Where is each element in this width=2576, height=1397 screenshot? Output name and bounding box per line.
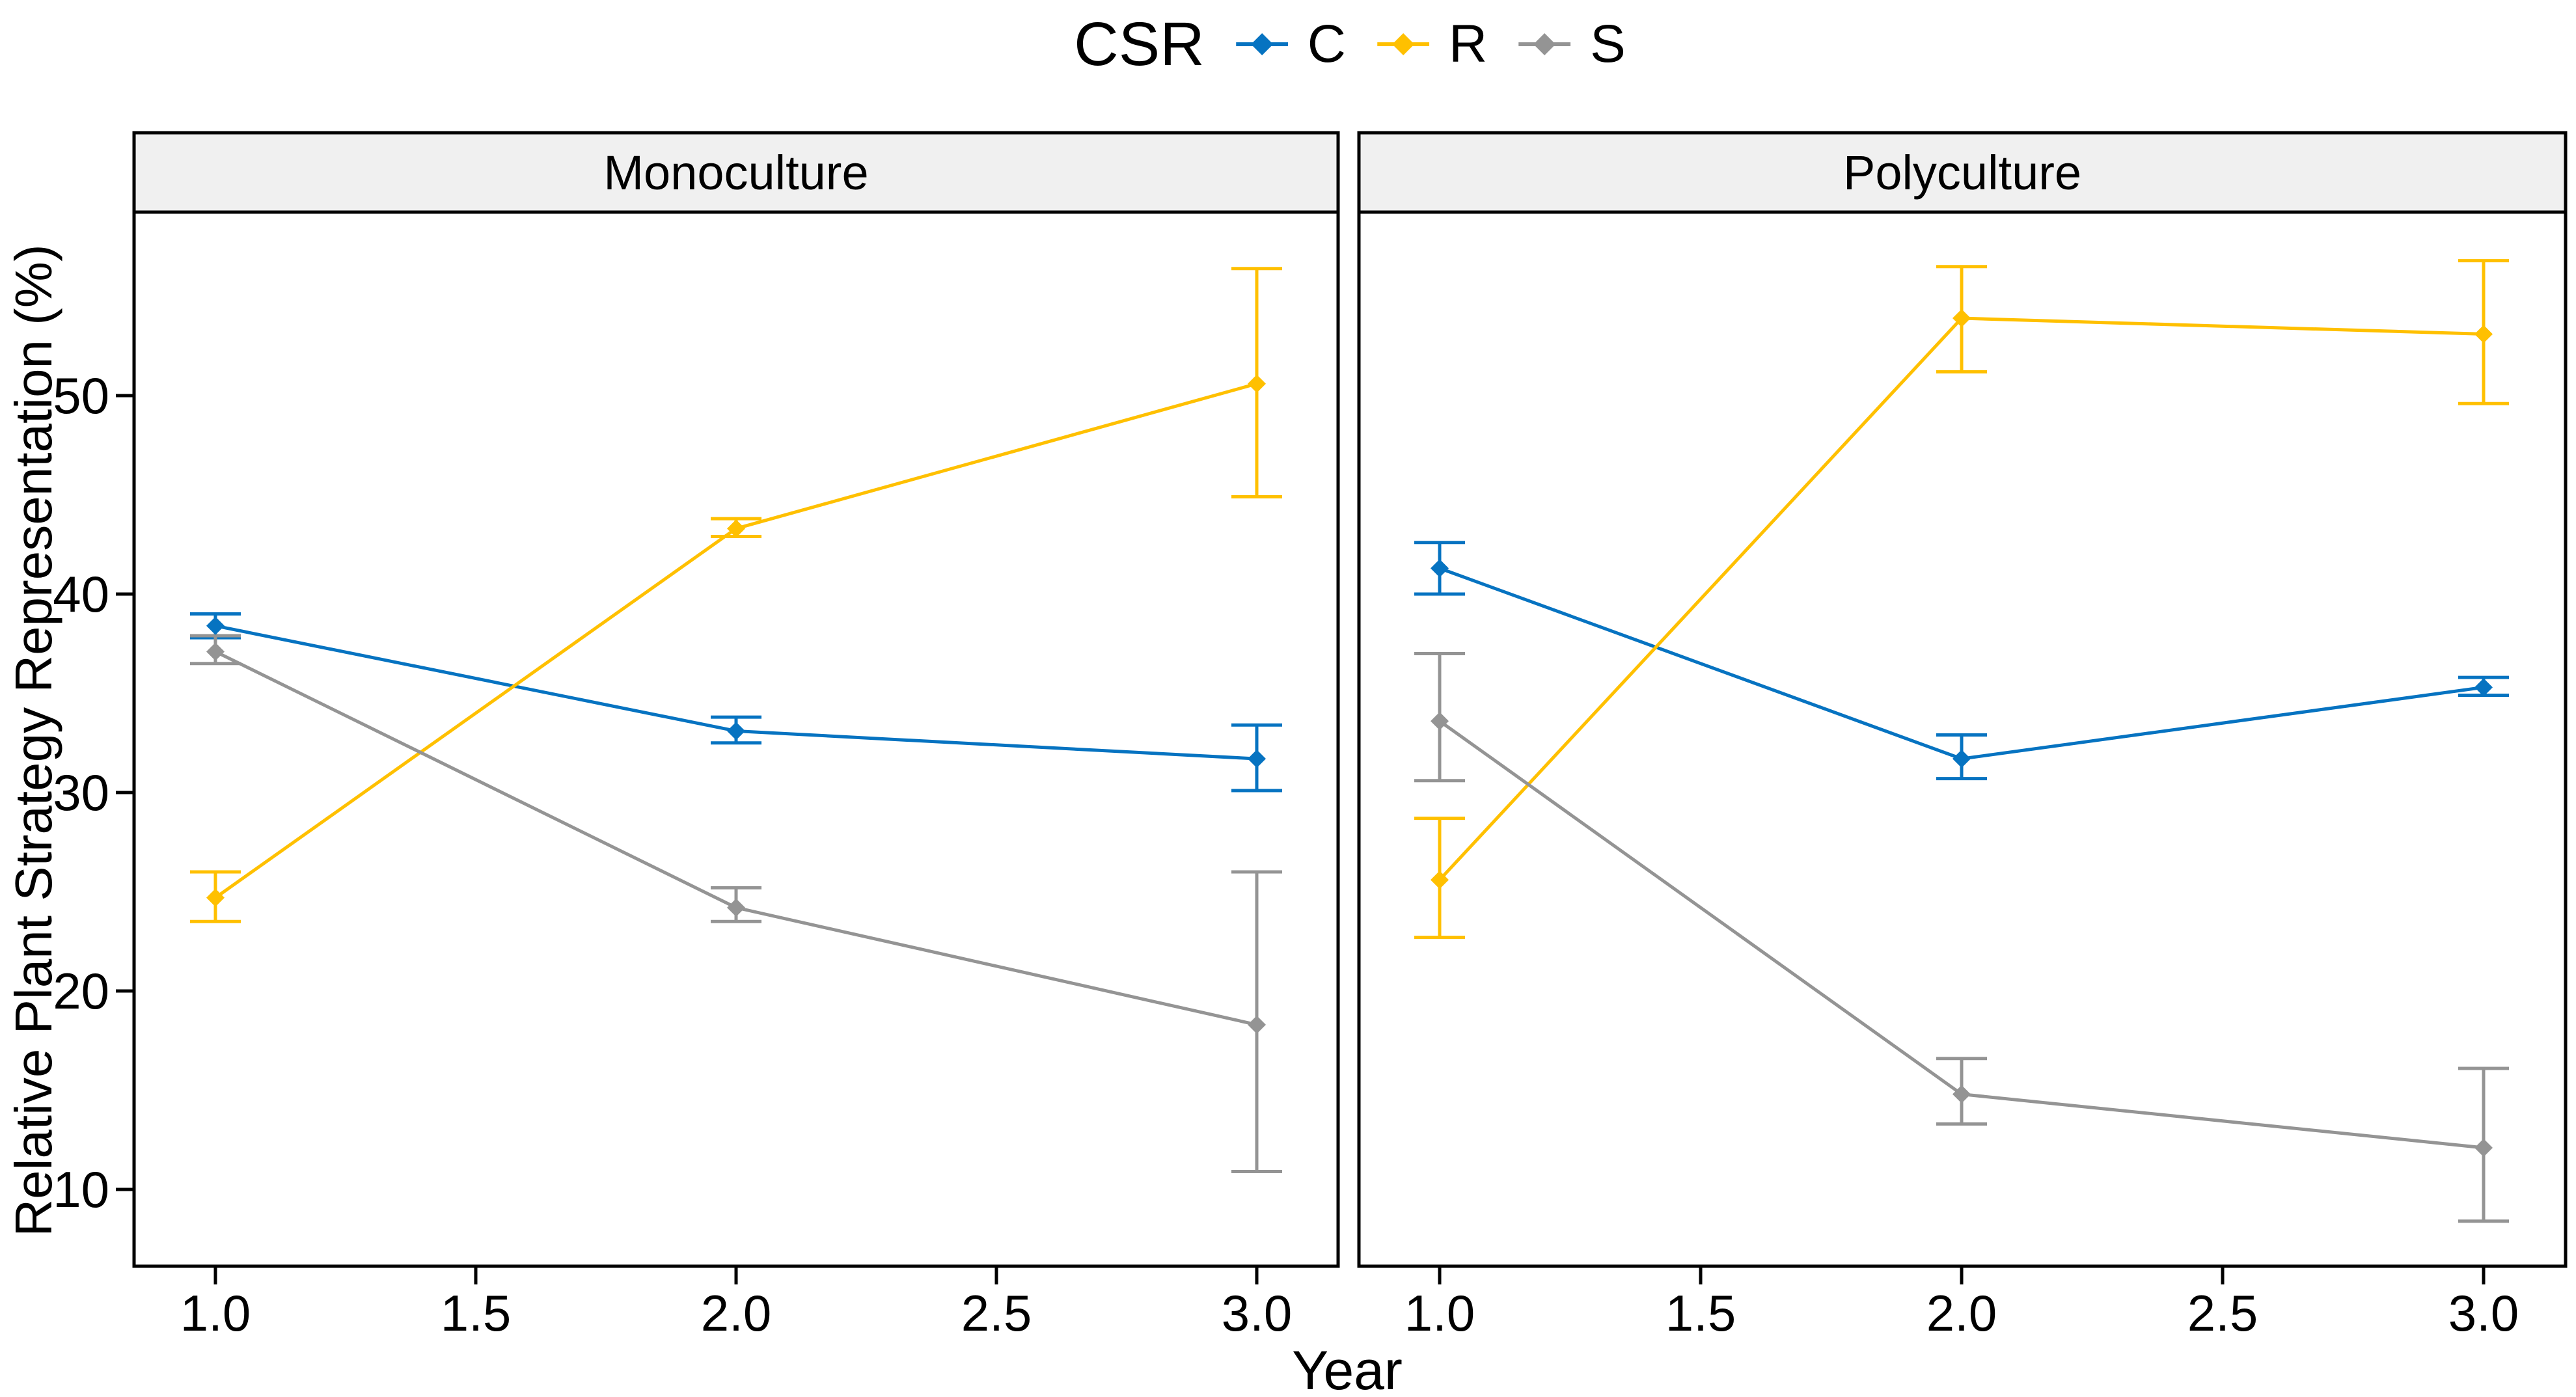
legend-entry-C: C (1235, 14, 1346, 74)
data-point-diamond-S (206, 642, 225, 661)
legend-entry-label: R (1448, 14, 1488, 74)
x-tick-label: 3.0 (1222, 1284, 1292, 1342)
strip-label-polyculture: Polyculture (1843, 145, 2082, 200)
legend-entry-S: S (1518, 18, 1626, 71)
x-tick-label: 3.0 (2448, 1284, 2519, 1342)
legend-entry-label: C (1307, 14, 1346, 74)
data-point-diamond-C (1431, 559, 1449, 578)
legend-entry-label: S (1590, 14, 1626, 74)
data-point-diamond-S (1248, 1015, 1266, 1034)
legend-key-S-icon (1518, 33, 1571, 55)
x-tick-label: 2.5 (961, 1284, 1032, 1342)
x-tick-label: 2.0 (1926, 1284, 1997, 1342)
y-axis-title: Relative Plant Strategy Representation (… (5, 244, 62, 1237)
data-point-diamond-R (206, 888, 225, 907)
data-point-diamond-C (727, 722, 745, 740)
x-tick-label: 1.5 (441, 1284, 511, 1342)
legend-key-diamond (1391, 33, 1414, 55)
legend-key-diamond (1250, 33, 1273, 55)
y-tick-label: 40 (53, 565, 109, 623)
x-axis-title: Year (1292, 1340, 1403, 1397)
legend-key-R-icon (1377, 33, 1429, 55)
legend-title: CSR (1074, 9, 1205, 79)
data-point-diamond-R (727, 519, 745, 538)
legend-key-C-icon (1235, 33, 1288, 55)
data-point-diamond-S (1953, 1085, 1971, 1104)
facet-strip (132, 131, 1340, 214)
data-point-diamond-S (2474, 1138, 2493, 1157)
data-point-diamond-S (727, 898, 745, 917)
y-tick-label: 30 (53, 764, 109, 821)
data-point-diamond-C (206, 616, 225, 635)
data-point-diamond-R (1431, 871, 1449, 889)
facet-strip (1357, 131, 2568, 214)
x-tick-label: 2.5 (2187, 1284, 2258, 1342)
x-tick-label: 1.0 (1404, 1284, 1475, 1342)
data-point-diamond-S (1431, 712, 1449, 731)
x-tick-label: 1.0 (180, 1284, 251, 1342)
data-point-diamond-R (1953, 309, 1971, 328)
y-tick-label: 50 (53, 367, 109, 424)
y-tick-label: 20 (53, 962, 109, 1020)
data-point-diamond-R (1248, 374, 1266, 393)
legend-entry-R: R (1377, 18, 1487, 71)
legend-key-diamond (1533, 33, 1556, 55)
data-point-diamond-C (1248, 750, 1266, 768)
x-tick-label: 1.5 (1665, 1284, 1736, 1342)
data-point-diamond-C (1953, 750, 1971, 768)
x-tick-label: 2.0 (701, 1284, 771, 1342)
strip-label-monoculture: Monoculture (603, 145, 869, 200)
y-tick-label: 10 (53, 1161, 109, 1218)
data-point-diamond-R (2474, 325, 2493, 344)
data-point-diamond-C (2474, 678, 2493, 697)
